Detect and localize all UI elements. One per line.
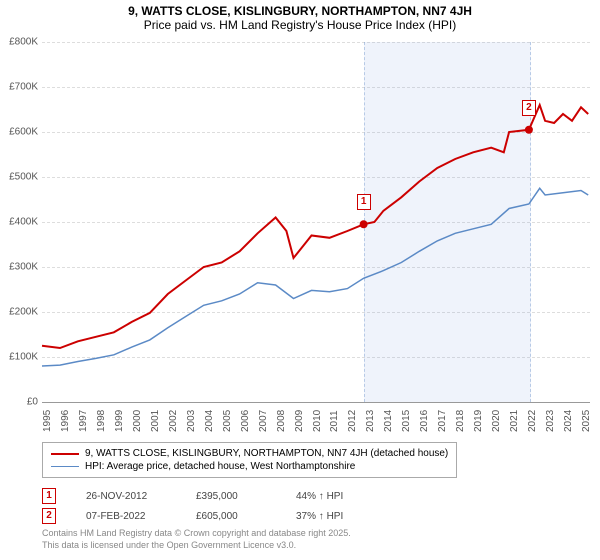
x-tick-label: 2013: [365, 410, 376, 432]
footer-line2: This data is licensed under the Open Gov…: [42, 540, 351, 552]
title-line1: 9, WATTS CLOSE, KISLINGBURY, NORTHAMPTON…: [0, 4, 600, 18]
x-tick-label: 1996: [60, 410, 71, 432]
x-tick-label: 2003: [186, 410, 197, 432]
x-tick-label: 2022: [527, 410, 538, 432]
transaction-id-marker: 2: [42, 508, 56, 524]
transactions-table: 1 26-NOV-2012 £395,000 44% ↑ HPI 2 07-FEB-202…: [42, 486, 376, 526]
x-tick-label: 2024: [563, 410, 574, 432]
transaction-marker-dot: [525, 126, 533, 134]
x-tick-label: 2002: [168, 410, 179, 432]
legend-label: HPI: Average price, detached house, West…: [85, 461, 355, 472]
x-tick-label: 2001: [150, 410, 161, 432]
chart-plot-area: £0£100K£200K£300K£400K£500K£600K£700K£80…: [42, 42, 590, 403]
title-line2: Price paid vs. HM Land Registry's House …: [0, 18, 600, 32]
legend: 9, WATTS CLOSE, KISLINGBURY, NORTHAMPTON…: [42, 442, 457, 478]
y-tick-label: £600K: [9, 127, 38, 138]
transaction-price: £605,000: [196, 511, 266, 522]
y-tick-label: £500K: [9, 172, 38, 183]
x-tick-label: 2020: [491, 410, 502, 432]
legend-item: HPI: Average price, detached house, West…: [51, 460, 448, 473]
x-tick-label: 2014: [383, 410, 394, 432]
x-tick-label: 2023: [545, 410, 556, 432]
transaction-marker-label: 1: [357, 194, 371, 210]
x-tick-label: 2010: [312, 410, 323, 432]
x-tick-label: 2006: [240, 410, 251, 432]
x-tick-label: 2019: [473, 410, 484, 432]
x-tick-label: 2015: [401, 410, 412, 432]
line-plot-svg: [42, 42, 590, 402]
y-tick-label: £0: [27, 397, 38, 408]
legend-item: 9, WATTS CLOSE, KISLINGBURY, NORTHAMPTON…: [51, 447, 448, 460]
x-tick-label: 2018: [455, 410, 466, 432]
x-tick-label: 2016: [419, 410, 430, 432]
x-tick-label: 2008: [276, 410, 287, 432]
transaction-pct-vs-hpi: 37% ↑ HPI: [296, 511, 376, 522]
y-tick-label: £400K: [9, 217, 38, 228]
title-block: 9, WATTS CLOSE, KISLINGBURY, NORTHAMPTON…: [0, 0, 600, 32]
x-tick-label: 1998: [96, 410, 107, 432]
y-tick-label: £200K: [9, 307, 38, 318]
series-hpi: [42, 188, 588, 366]
transaction-marker-label: 2: [522, 100, 536, 116]
transaction-marker-dot: [360, 220, 368, 228]
y-tick-label: £700K: [9, 82, 38, 93]
x-tick-label: 2021: [509, 410, 520, 432]
x-tick-label: 2000: [132, 410, 143, 432]
transaction-id-marker: 1: [42, 488, 56, 504]
x-tick-label: 2012: [347, 410, 358, 432]
legend-swatch: [51, 453, 79, 455]
legend-swatch: [51, 466, 79, 467]
x-tick-label: 2004: [204, 410, 215, 432]
x-tick-label: 2025: [581, 410, 592, 432]
x-tick-label: 2007: [258, 410, 269, 432]
x-axis-labels: 1995 1996 1997 1998 1999 2000 2001 2002 2003 2004…: [42, 404, 590, 444]
x-tick-label: 2017: [437, 410, 448, 432]
transaction-row: 1 26-NOV-2012 £395,000 44% ↑ HPI: [42, 486, 376, 506]
x-tick-label: 1997: [78, 410, 89, 432]
x-tick-label: 2005: [222, 410, 233, 432]
x-tick-label: 2011: [329, 410, 340, 432]
transaction-date: 07-FEB-2022: [86, 511, 166, 522]
transaction-pct-vs-hpi: 44% ↑ HPI: [296, 491, 376, 502]
footer-line1: Contains HM Land Registry data © Crown c…: [42, 528, 351, 540]
x-tick-label: 1995: [42, 410, 53, 432]
legend-label: 9, WATTS CLOSE, KISLINGBURY, NORTHAMPTON…: [85, 448, 448, 459]
x-tick-label: 2009: [294, 410, 305, 432]
chart-container: 9, WATTS CLOSE, KISLINGBURY, NORTHAMPTON…: [0, 0, 600, 560]
series-property: [42, 105, 588, 348]
transaction-date: 26-NOV-2012: [86, 491, 166, 502]
transaction-price: £395,000: [196, 491, 266, 502]
y-tick-label: £300K: [9, 262, 38, 273]
footer-attribution: Contains HM Land Registry data © Crown c…: [42, 528, 351, 551]
y-tick-label: £800K: [9, 37, 38, 48]
y-tick-label: £100K: [9, 352, 38, 363]
transaction-row: 2 07-FEB-2022 £605,000 37% ↑ HPI: [42, 506, 376, 526]
x-tick-label: 1999: [114, 410, 125, 432]
